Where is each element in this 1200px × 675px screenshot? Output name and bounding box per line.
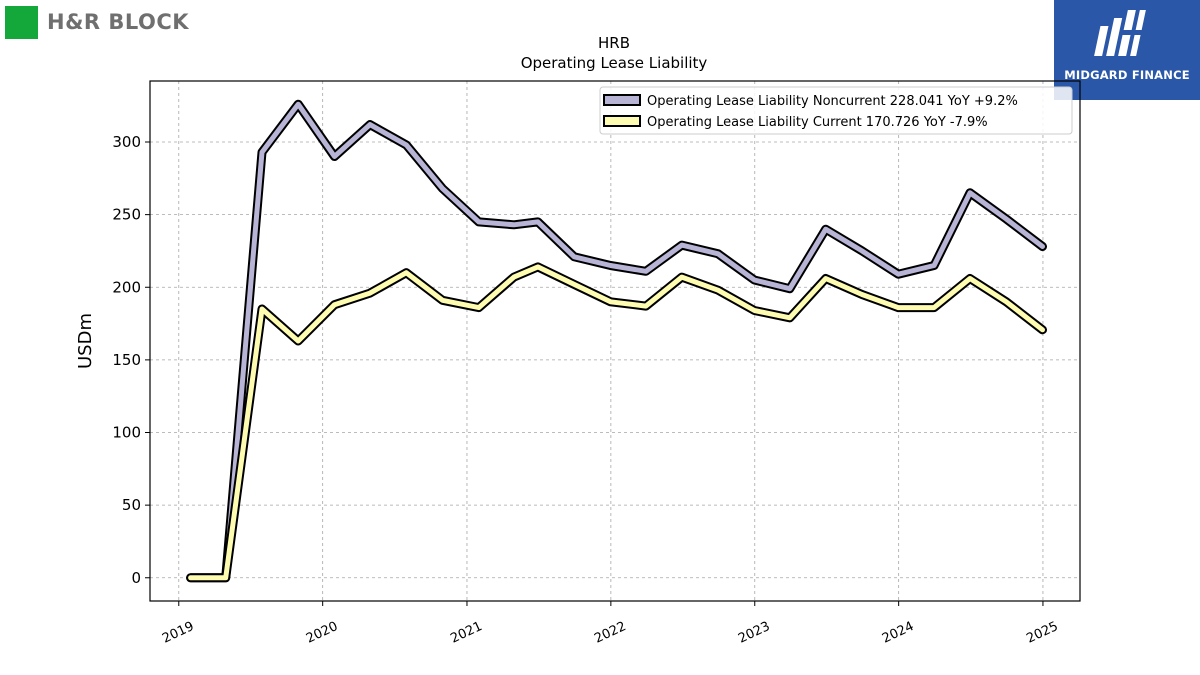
x-tick-label: 2019	[160, 619, 196, 647]
y-tick-label: 100	[112, 424, 141, 442]
chart-subtitle: Operating Lease Liability	[521, 54, 708, 72]
hr-block-logo: H&R BLOCK	[5, 5, 189, 39]
midgard-emblem-icon	[1094, 10, 1150, 56]
y-tick-label: 50	[122, 496, 141, 514]
legend-label: Operating Lease Liability Noncurrent 228…	[647, 94, 1018, 109]
y-tick-label: 250	[112, 206, 141, 224]
plot-frame	[149, 80, 1081, 602]
legend-swatch	[603, 115, 641, 127]
series-line-outline	[186, 99, 1047, 583]
chart-title: HRB	[598, 34, 630, 52]
midgard-finance-logo-text: MIDGARD FINANCE	[1064, 68, 1190, 82]
x-tick-label: 2024	[880, 619, 916, 647]
y-tick-label: 150	[112, 351, 141, 369]
y-tick-label: 0	[131, 569, 141, 587]
x-tick-label: 2023	[736, 619, 772, 647]
grid-lines	[150, 81, 1080, 601]
series-line-outline	[186, 262, 1047, 583]
x-tick-label: 2025	[1024, 619, 1060, 647]
y-axis-label: USDm	[75, 313, 96, 369]
y-tick-label: 300	[112, 133, 141, 151]
legend-swatch	[603, 94, 641, 106]
legend-box	[599, 86, 1073, 135]
x-tick-label: 2022	[592, 619, 628, 647]
y-tick-label: 200	[112, 278, 141, 296]
series-line-1	[188, 101, 1045, 581]
hr-block-logo-text: H&R BLOCK	[47, 10, 190, 34]
legend-label: Operating Lease Liability Current 170.72…	[647, 115, 988, 130]
x-tick-label: 2020	[304, 619, 340, 647]
legend: Operating Lease Liability Noncurrent 228…	[599, 86, 1073, 135]
midgard-finance-logo: MIDGARD FINANCE	[1054, 0, 1200, 100]
x-tick-label: 2021	[448, 619, 484, 647]
series-line-2	[188, 264, 1045, 581]
hr-block-logo-square	[5, 5, 38, 39]
series-lines	[186, 99, 1047, 583]
